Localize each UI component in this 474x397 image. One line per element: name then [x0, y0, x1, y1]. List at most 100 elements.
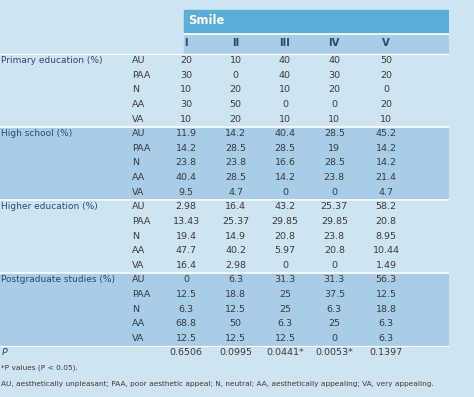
- Text: 28.5: 28.5: [324, 158, 345, 168]
- Text: AU, aesthetically unpleasant; PAA, poor aesthetic appeal; N, neutral; AA, aesthe: AU, aesthetically unpleasant; PAA, poor …: [1, 381, 434, 387]
- Text: 0: 0: [331, 261, 337, 270]
- Text: V: V: [382, 38, 390, 48]
- Text: 0: 0: [383, 85, 389, 94]
- Text: 25: 25: [279, 290, 291, 299]
- Bar: [184, 35, 449, 54]
- Text: 0: 0: [233, 71, 238, 80]
- Bar: [184, 10, 449, 35]
- Text: VA: VA: [132, 334, 145, 343]
- Bar: [0, 186, 449, 200]
- Text: 14.2: 14.2: [225, 129, 246, 138]
- Text: 10: 10: [328, 115, 340, 123]
- Text: 14.2: 14.2: [375, 144, 396, 153]
- Text: 0.0441*: 0.0441*: [266, 349, 304, 357]
- Text: 21.4: 21.4: [375, 173, 396, 182]
- Text: 19.4: 19.4: [176, 231, 197, 241]
- Text: 40: 40: [279, 71, 291, 80]
- Text: 20: 20: [380, 100, 392, 109]
- Text: 9.5: 9.5: [179, 188, 194, 197]
- Text: 13.43: 13.43: [173, 217, 200, 226]
- Text: AU: AU: [132, 56, 146, 65]
- Text: 16.6: 16.6: [274, 158, 295, 168]
- Text: 4.7: 4.7: [228, 188, 243, 197]
- Text: Smile: Smile: [189, 14, 225, 27]
- Text: 16.4: 16.4: [225, 202, 246, 211]
- Text: AU: AU: [132, 202, 146, 211]
- Bar: [0, 288, 449, 303]
- Text: 25: 25: [328, 319, 340, 328]
- Text: 28.5: 28.5: [225, 144, 246, 153]
- Text: 6.3: 6.3: [179, 304, 194, 314]
- Text: I: I: [184, 38, 188, 48]
- Text: 0.0053*: 0.0053*: [315, 349, 353, 357]
- Text: 20: 20: [380, 71, 392, 80]
- Text: II: II: [232, 38, 239, 48]
- Text: N: N: [132, 85, 139, 94]
- Text: 23.8: 23.8: [324, 231, 345, 241]
- Text: 0: 0: [331, 334, 337, 343]
- Text: 0: 0: [282, 100, 288, 109]
- Bar: [0, 156, 449, 171]
- Text: 40: 40: [279, 56, 291, 65]
- Text: 20: 20: [229, 85, 242, 94]
- Text: 28.5: 28.5: [324, 129, 345, 138]
- Text: 23.8: 23.8: [324, 173, 345, 182]
- Text: 58.2: 58.2: [375, 202, 396, 211]
- Text: 37.5: 37.5: [324, 290, 345, 299]
- Text: N: N: [132, 304, 139, 314]
- Text: 14.2: 14.2: [176, 144, 197, 153]
- Text: 2.98: 2.98: [176, 202, 197, 211]
- Text: 14.2: 14.2: [274, 173, 295, 182]
- Bar: [0, 303, 449, 317]
- Text: 25.37: 25.37: [222, 217, 249, 226]
- Text: N: N: [132, 231, 139, 241]
- Bar: [0, 317, 449, 332]
- Text: 10.44: 10.44: [373, 246, 400, 255]
- Text: 20.8: 20.8: [274, 231, 295, 241]
- Text: 56.3: 56.3: [375, 276, 396, 284]
- Bar: [0, 127, 449, 142]
- Text: 20.8: 20.8: [324, 246, 345, 255]
- Text: Postgraduate studies (%): Postgraduate studies (%): [1, 276, 115, 284]
- Text: PAA: PAA: [132, 144, 151, 153]
- Text: 5.97: 5.97: [274, 246, 295, 255]
- Text: 23.8: 23.8: [176, 158, 197, 168]
- Text: 14.2: 14.2: [375, 158, 396, 168]
- Text: 29.85: 29.85: [321, 217, 348, 226]
- Text: PAA: PAA: [132, 290, 151, 299]
- Text: 31.3: 31.3: [324, 276, 345, 284]
- Text: 50: 50: [380, 56, 392, 65]
- Text: 1.49: 1.49: [375, 261, 396, 270]
- Text: 10: 10: [180, 85, 192, 94]
- Text: 12.5: 12.5: [225, 334, 246, 343]
- Text: AA: AA: [132, 319, 146, 328]
- Text: PAA: PAA: [132, 71, 151, 80]
- Text: 0.6506: 0.6506: [170, 349, 203, 357]
- Text: 8.95: 8.95: [375, 231, 396, 241]
- Text: III: III: [280, 38, 291, 48]
- Text: 20: 20: [328, 85, 340, 94]
- Text: 6.3: 6.3: [378, 319, 393, 328]
- Text: 40: 40: [328, 56, 340, 65]
- Text: 23.8: 23.8: [225, 158, 246, 168]
- Text: 28.5: 28.5: [274, 144, 295, 153]
- Text: 0: 0: [282, 261, 288, 270]
- Bar: [0, 142, 449, 156]
- Text: 50: 50: [229, 100, 242, 109]
- Text: 43.2: 43.2: [274, 202, 295, 211]
- Text: 30: 30: [180, 71, 192, 80]
- Text: AU: AU: [132, 276, 146, 284]
- Text: AA: AA: [132, 100, 146, 109]
- Text: 20: 20: [180, 56, 192, 65]
- Text: Primary education (%): Primary education (%): [1, 56, 103, 65]
- Text: 20: 20: [229, 115, 242, 123]
- Text: 6.3: 6.3: [378, 334, 393, 343]
- Text: 14.9: 14.9: [225, 231, 246, 241]
- Text: High school (%): High school (%): [1, 129, 73, 138]
- Text: AA: AA: [132, 246, 146, 255]
- Text: 0.0995: 0.0995: [219, 349, 252, 357]
- Text: 10: 10: [279, 115, 291, 123]
- Text: 10: 10: [229, 56, 242, 65]
- Text: 50: 50: [229, 319, 242, 328]
- Text: 6.3: 6.3: [327, 304, 342, 314]
